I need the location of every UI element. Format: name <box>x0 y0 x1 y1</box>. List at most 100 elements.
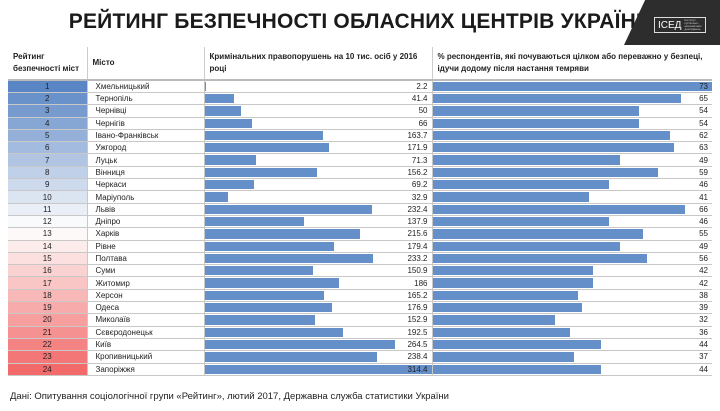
crime-bar <box>204 303 333 313</box>
rank-cell: 19 <box>8 301 88 315</box>
rank-cell: 12 <box>8 215 88 229</box>
safe-bar <box>432 192 590 202</box>
safe-cell: 36 <box>432 326 712 339</box>
safe-cell: 54 <box>432 104 712 118</box>
safe-value: 38 <box>699 290 708 300</box>
table-row: 18 Херсон 165.2 38 <box>8 289 712 303</box>
rank-cell: 18 <box>8 289 88 303</box>
city-cell: Вінниця <box>87 166 205 180</box>
safe-bar <box>432 266 594 276</box>
safe-value: 56 <box>699 254 708 263</box>
rank-cell: 23 <box>8 350 88 364</box>
crime-cell: 32.9 <box>204 190 433 204</box>
safe-value: 42 <box>699 278 708 288</box>
crime-value: 150.9 <box>407 266 428 276</box>
safe-cell: 38 <box>432 289 712 303</box>
rank-cell: 1 <box>8 80 88 93</box>
crime-value: 215.6 <box>407 229 428 239</box>
crime-cell: 41.4 <box>204 92 433 106</box>
safe-bar <box>432 118 640 128</box>
safe-bar <box>432 352 575 362</box>
table-row: 15 Полтава 233.2 56 <box>8 252 712 266</box>
city-cell: Київ <box>87 338 205 352</box>
safe-bar <box>432 327 571 337</box>
safe-cell: 54 <box>432 117 712 130</box>
source-note: Дані: Опитування соціологічної групи «Ре… <box>10 391 449 402</box>
city-cell: Кропивницький <box>87 350 205 364</box>
crime-cell: 156.2 <box>204 166 433 180</box>
rank-cell: 4 <box>8 117 88 130</box>
crime-cell: 176.9 <box>204 301 433 315</box>
crime-cell: 238.4 <box>204 350 433 364</box>
city-cell: Одеса <box>87 301 205 315</box>
city-cell: Херсон <box>87 289 205 303</box>
table-row: 7 Луцьк 71.3 49 <box>8 153 712 167</box>
city-cell: Луцьк <box>87 153 205 167</box>
safe-bar <box>432 167 659 178</box>
city-cell: Запоріжжя <box>87 363 205 376</box>
safe-cell: 65 <box>432 92 712 106</box>
crime-cell: 165.2 <box>204 289 433 303</box>
rank-cell: 16 <box>8 264 88 278</box>
table-row: 5 Івано-Франківськ 163.7 62 <box>8 129 712 143</box>
table-row: 23 Кропивницький 238.4 37 <box>8 350 712 364</box>
safe-value: 59 <box>699 167 708 177</box>
safe-bar <box>432 241 621 251</box>
safe-value: 55 <box>699 229 708 239</box>
crime-bar <box>204 352 377 362</box>
city-cell: Чернівці <box>87 104 205 118</box>
crime-value: 32.9 <box>411 192 428 202</box>
rank-cell: 13 <box>8 227 88 241</box>
crime-value: 179.4 <box>407 241 428 251</box>
crime-cell: 152.9 <box>204 313 433 327</box>
table-row: 2 Тернопіль 41.4 65 <box>8 92 712 106</box>
crime-value: 165.2 <box>407 290 428 300</box>
crime-value: 233.2 <box>407 254 428 263</box>
city-cell: Івано-Франківськ <box>87 129 205 143</box>
table-row: 4 Чернігів 66 54 <box>8 117 712 130</box>
safe-bar <box>432 229 644 239</box>
safe-cell: 56 <box>432 252 712 266</box>
rank-cell: 17 <box>8 276 88 290</box>
header-city: Місто <box>87 47 205 81</box>
safe-value: 54 <box>699 118 708 128</box>
city-cell: Маріуполь <box>87 190 205 204</box>
table-row: 14 Рівне 179.4 49 <box>8 240 712 253</box>
crime-bar <box>204 192 229 202</box>
page-title: РЕЙТИНГ БЕЗПЕЧНОСТІ ОБЛАСНИХ ЦЕНТРІВ УКР… <box>68 10 652 33</box>
safe-cell: 42 <box>432 264 712 278</box>
city-cell: Полтава <box>87 252 205 266</box>
safe-cell: 41 <box>432 190 712 204</box>
safe-bar <box>432 253 647 264</box>
crime-cell: 179.4 <box>204 240 433 253</box>
crime-cell: 150.9 <box>204 264 433 278</box>
crime-bar <box>204 364 432 374</box>
safe-value: 44 <box>699 340 708 350</box>
city-cell: Хмельницький <box>87 80 205 93</box>
safe-cell: 49 <box>432 153 712 167</box>
rank-cell: 5 <box>8 129 88 143</box>
crime-value: 66 <box>418 118 428 128</box>
header-crime: Кримінальних правопорушень на 10 тис. ос… <box>204 47 433 81</box>
table-row: 8 Вінниця 156.2 59 <box>8 166 712 180</box>
crime-bar <box>204 327 344 337</box>
rating-table: Рейтинг безпечності міст Місто Криміналь… <box>8 47 712 376</box>
safe-cell: 62 <box>432 129 712 143</box>
safe-value: 44 <box>699 364 708 374</box>
crime-value: 314.4 <box>407 364 428 374</box>
safe-bar <box>432 364 601 374</box>
crime-bar <box>204 155 256 165</box>
table-row: 9 Черкаси 69.2 46 <box>8 178 712 192</box>
safe-bar <box>432 82 712 91</box>
crime-cell: 215.6 <box>204 227 433 241</box>
safe-cell: 46 <box>432 215 712 229</box>
crime-value: 2.2 <box>416 82 428 91</box>
crime-bar <box>204 82 207 91</box>
crime-cell: 314.4 <box>204 363 433 376</box>
safe-bar <box>432 143 674 153</box>
crime-bar <box>204 143 329 153</box>
rank-cell: 24 <box>8 363 88 376</box>
table-row: 24 Запоріжжя 314.4 44 <box>8 363 712 376</box>
crime-value: 232.4 <box>407 204 428 214</box>
safe-cell: 46 <box>432 178 712 192</box>
